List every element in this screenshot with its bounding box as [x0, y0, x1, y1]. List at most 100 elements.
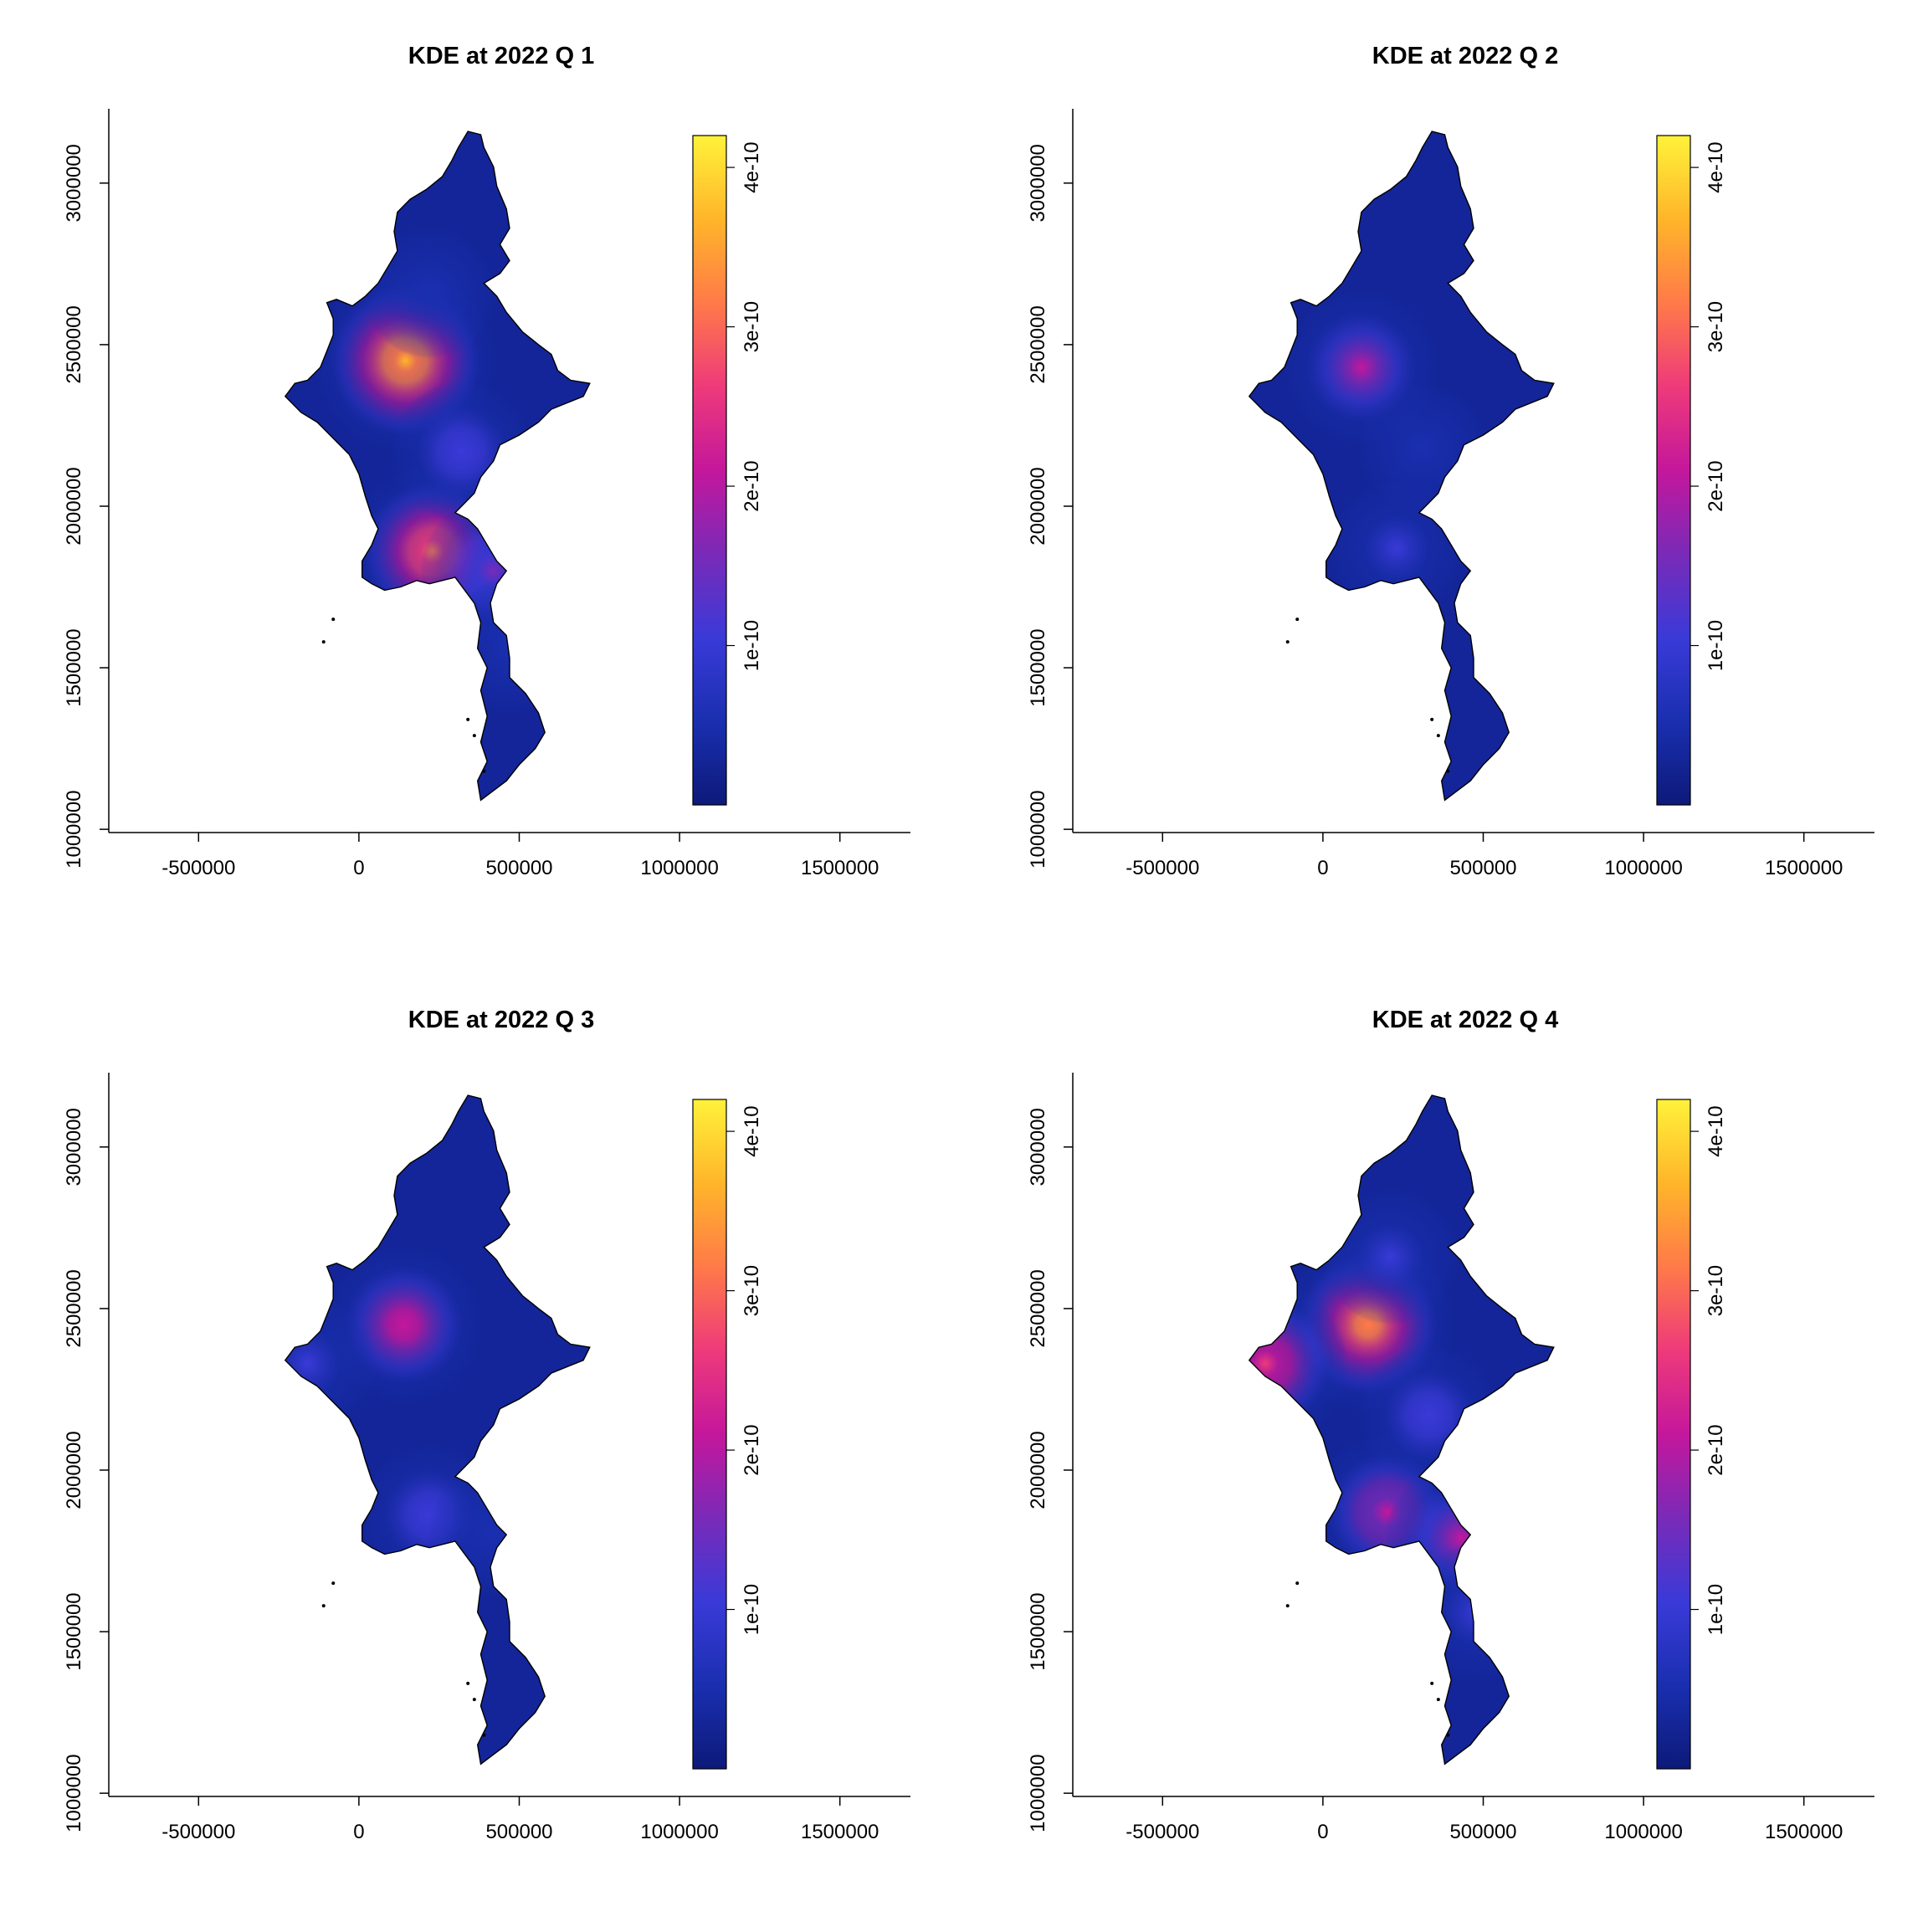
- colorbar-tick-label: 2e-10: [1705, 1424, 1727, 1475]
- chart-title: KDE at 2022 Q 3: [408, 1007, 594, 1033]
- x-tick-label: 1500000: [1765, 857, 1843, 879]
- density-hotspot: [1249, 1280, 1348, 1447]
- y-tick-label: 2500000: [1027, 305, 1049, 383]
- density-hotspot: [428, 1465, 560, 1597]
- y-tick-label: 1500000: [1027, 628, 1049, 706]
- colorbar: [1656, 135, 1691, 806]
- y-tick-label: 2000000: [63, 467, 85, 545]
- colorbar-tick-label: 4e-10: [741, 1105, 763, 1156]
- density-hotspot: [1408, 1543, 1546, 1682]
- y-tick-label: 1000000: [63, 1754, 85, 1832]
- x-tick-label: 0: [1317, 1821, 1328, 1843]
- x-tick-label: -500000: [162, 1821, 235, 1843]
- y-tick-label: 1000000: [1027, 1754, 1049, 1832]
- island-mark: [1295, 618, 1300, 622]
- x-tick-label: -500000: [1126, 857, 1199, 879]
- island-mark: [1430, 1681, 1434, 1685]
- density-hotspot: [1321, 1188, 1459, 1325]
- x-tick-label: 1000000: [1604, 1821, 1682, 1843]
- x-tick-label: 0: [353, 1821, 364, 1843]
- colorbar-tick-label: 1e-10: [741, 620, 763, 671]
- y-tick-label: 1000000: [63, 790, 85, 868]
- chart-title: KDE at 2022 Q 2: [1372, 43, 1558, 69]
- kde-panel-4: KDE at 2022 Q 4 -500000 0 500000 1000000 1500…: [1027, 1007, 1874, 1843]
- island-mark: [331, 1581, 336, 1586]
- x-tick-label: 1000000: [640, 1821, 718, 1843]
- island-mark: [1430, 717, 1434, 721]
- island-mark: [1295, 1581, 1300, 1586]
- x-tick-label: 1000000: [1604, 857, 1682, 879]
- density-hotspot: [1358, 383, 1487, 513]
- x-tick-label: 1000000: [640, 857, 718, 879]
- colorbar: [692, 1099, 727, 1770]
- island-mark: [321, 1604, 326, 1608]
- x-tick-label: 500000: [485, 857, 552, 879]
- y-tick-label: 3000000: [63, 144, 85, 222]
- density-hotspot: [363, 227, 495, 359]
- y-tick-label: 2000000: [1027, 1431, 1049, 1509]
- island-mark: [472, 1698, 476, 1702]
- density-hotspot: [285, 1295, 377, 1432]
- x-tick-label: 1500000: [1765, 1821, 1843, 1843]
- colorbar-tick-label: 3e-10: [1705, 1265, 1727, 1316]
- x-tick-label: 0: [1317, 857, 1328, 879]
- y-tick-label: 2500000: [1027, 1269, 1049, 1347]
- island-mark: [1436, 1698, 1440, 1702]
- island-mark: [466, 717, 470, 721]
- density-surface: [285, 1095, 590, 1765]
- colorbar-tick-label: 3e-10: [741, 1265, 763, 1316]
- colorbar-tick-label: 3e-10: [1705, 301, 1727, 352]
- colorbar-tick-label: 1e-10: [1705, 1584, 1727, 1635]
- colorbar-tick-label: 4e-10: [1705, 141, 1727, 192]
- y-tick-label: 3000000: [1027, 1108, 1049, 1186]
- island-mark: [472, 734, 476, 738]
- colorbar: [1656, 1099, 1691, 1770]
- x-tick-label: -500000: [1126, 1821, 1199, 1843]
- x-tick-label: 500000: [1449, 1821, 1516, 1843]
- x-tick-label: 0: [353, 857, 364, 879]
- island-mark: [321, 640, 326, 644]
- country-outline: [284, 1094, 591, 1765]
- colorbar-tick-label: 2e-10: [1705, 460, 1727, 511]
- colorbar-tick-label: 3e-10: [741, 301, 763, 352]
- x-tick-label: 500000: [485, 1821, 552, 1843]
- y-tick-label: 1500000: [1027, 1592, 1049, 1670]
- kde-panel-1: KDE at 2022 Q 1 -500000 0 500000 1000000 1500…: [63, 43, 910, 879]
- island-mark: [466, 1681, 470, 1685]
- country-outline: [1248, 131, 1555, 802]
- country-outline: [1248, 1094, 1555, 1765]
- y-tick-label: 1500000: [63, 628, 85, 706]
- chart-title: KDE at 2022 Q 4: [1372, 1007, 1558, 1033]
- x-tick-label: 1500000: [801, 1821, 879, 1843]
- y-tick-label: 3000000: [1027, 144, 1049, 222]
- y-tick-label: 2000000: [1027, 467, 1049, 545]
- density-hotspot: [443, 578, 577, 712]
- island-mark: [1446, 1733, 1450, 1737]
- x-tick-label: 1500000: [801, 857, 879, 879]
- kde-panel-3: KDE at 2022 Q 3 -500000 0 500000 1000000 1500…: [63, 1007, 910, 1843]
- island-mark: [482, 769, 486, 773]
- y-tick-label: 1500000: [63, 1592, 85, 1670]
- y-tick-label: 2000000: [63, 1431, 85, 1509]
- chart-title: KDE at 2022 Q 1: [408, 43, 594, 69]
- colorbar-tick-label: 1e-10: [741, 1584, 763, 1635]
- density-surface: [1249, 1095, 1554, 1765]
- density-surface: [285, 131, 590, 801]
- density-surface: [1249, 131, 1554, 801]
- y-tick-label: 1000000: [1027, 790, 1049, 868]
- colorbar-tick-label: 4e-10: [1705, 1105, 1727, 1156]
- y-tick-label: 3000000: [63, 1108, 85, 1186]
- island-mark: [1446, 769, 1450, 773]
- island-mark: [331, 618, 336, 622]
- density-baseline: [285, 1095, 590, 1765]
- colorbar-tick-label: 2e-10: [741, 1424, 763, 1475]
- density-hotspot: [391, 381, 532, 522]
- country-outline: [284, 131, 591, 802]
- island-mark: [1285, 640, 1290, 644]
- island-mark: [1285, 1604, 1290, 1608]
- kde-panel-2: KDE at 2022 Q 2 -500000 0 500000 1000000 1500…: [1027, 43, 1874, 879]
- colorbar-tick-label: 4e-10: [741, 141, 763, 192]
- y-tick-label: 2500000: [63, 1269, 85, 1347]
